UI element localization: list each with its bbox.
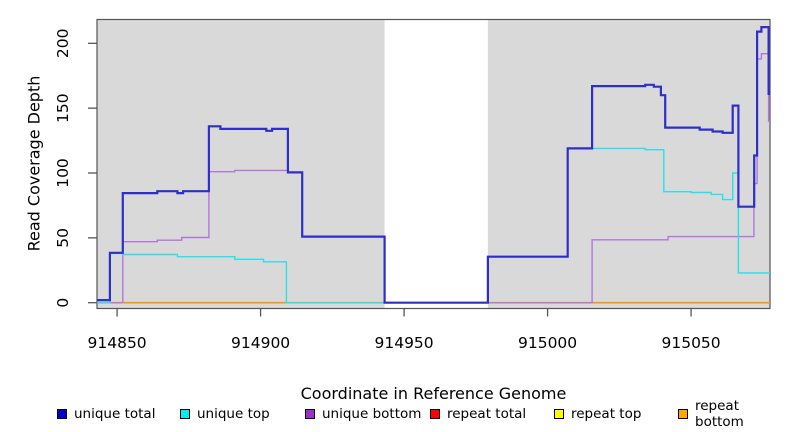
x-tick-label: 915050: [661, 334, 720, 352]
masked-region: [384, 20, 488, 308]
y-tick-label: 150: [54, 93, 72, 123]
x-axis-title: Coordinate in Reference Genome: [300, 384, 567, 403]
x-tick-label: 914850: [88, 334, 147, 352]
y-axis-title: Read Coverage Depth: [24, 75, 44, 252]
plot-border: [96, 18, 771, 310]
series-line-unique-total: [97, 26, 770, 304]
y-tick-label: 0: [54, 298, 72, 308]
x-tick-label: 914900: [231, 334, 290, 352]
y-tick-label: 200: [54, 29, 72, 59]
x-tick-label: 915000: [518, 334, 577, 352]
x-tick-label: 914950: [374, 334, 433, 352]
y-tick-label: 100: [54, 158, 72, 188]
y-tick-label: 50: [54, 228, 72, 248]
series-group: [97, 26, 770, 304]
